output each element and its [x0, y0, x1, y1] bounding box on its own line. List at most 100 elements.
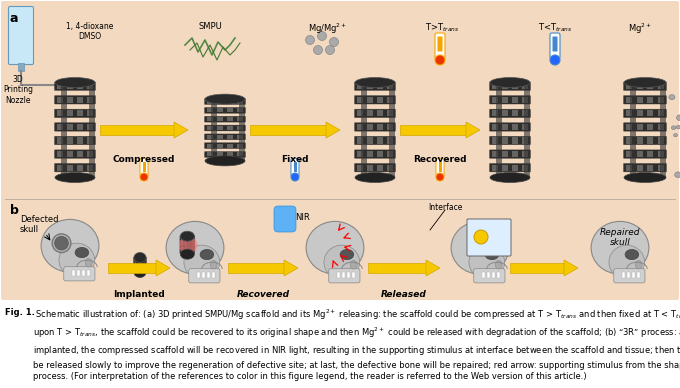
Ellipse shape [675, 172, 680, 178]
Ellipse shape [200, 249, 214, 260]
Bar [57, 165, 63, 171]
Bar [632, 272, 635, 277]
Bar [71, 270, 75, 275]
Text: Fig. 1.: Fig. 1. [5, 308, 35, 317]
Bar [512, 83, 518, 89]
Bar [377, 110, 383, 116]
Bar [512, 137, 518, 144]
Bar [647, 151, 653, 157]
Ellipse shape [205, 156, 245, 166]
Bar [192, 252, 194, 253]
Bar [522, 151, 528, 157]
FancyBboxPatch shape [180, 238, 195, 241]
Bar [137, 264, 139, 265]
Bar [512, 124, 518, 130]
Bar [87, 151, 93, 157]
Bar [87, 110, 93, 116]
Text: Interface: Interface [428, 203, 462, 212]
FancyBboxPatch shape [54, 109, 95, 118]
Bar [108, 263, 156, 273]
Bar [57, 124, 63, 130]
Bar [135, 262, 137, 263]
FancyBboxPatch shape [354, 136, 396, 145]
Bar [181, 252, 183, 253]
Bar [207, 272, 210, 277]
Bar [67, 137, 73, 144]
FancyBboxPatch shape [550, 33, 560, 59]
Bar [186, 236, 192, 254]
Ellipse shape [326, 45, 335, 54]
Ellipse shape [210, 260, 217, 269]
Ellipse shape [340, 249, 354, 260]
Bar [647, 165, 653, 171]
Bar [502, 83, 508, 89]
Bar [522, 97, 528, 103]
Ellipse shape [306, 222, 364, 274]
Ellipse shape [591, 222, 649, 274]
Text: T>T$_{trans}$: T>T$_{trans}$ [425, 22, 459, 35]
Bar [181, 249, 183, 250]
Ellipse shape [624, 173, 666, 182]
Polygon shape [174, 122, 188, 138]
Ellipse shape [671, 126, 676, 130]
Bar [137, 262, 139, 263]
Bar [188, 236, 194, 254]
FancyBboxPatch shape [436, 159, 444, 177]
Bar [367, 97, 373, 103]
Bar [492, 97, 498, 103]
Bar [512, 110, 518, 116]
Bar [626, 110, 632, 116]
Bar [626, 124, 632, 130]
Bar [141, 266, 142, 267]
Text: Released: Released [381, 290, 427, 299]
Ellipse shape [625, 249, 639, 260]
Ellipse shape [350, 260, 357, 269]
Text: 1, 4-dioxane
DMSO: 1, 4-dioxane DMSO [67, 22, 114, 42]
Bar [636, 83, 643, 89]
Bar [181, 236, 183, 237]
Text: Mg$^{2+}$: Mg$^{2+}$ [628, 22, 652, 36]
FancyBboxPatch shape [624, 136, 666, 145]
Bar [658, 151, 664, 157]
Bar [87, 83, 93, 89]
Bar [192, 247, 194, 248]
Bar [636, 124, 643, 130]
Text: Recovered: Recovered [237, 290, 290, 299]
Ellipse shape [166, 222, 224, 274]
Bar [502, 110, 508, 116]
FancyBboxPatch shape [54, 82, 95, 90]
Bar [492, 83, 498, 89]
FancyBboxPatch shape [205, 125, 245, 131]
Text: Compressed: Compressed [113, 155, 175, 164]
FancyBboxPatch shape [490, 95, 530, 104]
Bar [188, 247, 190, 248]
Text: SMPU: SMPU [198, 22, 222, 31]
Ellipse shape [180, 249, 194, 259]
Bar [67, 151, 73, 157]
Bar [184, 252, 186, 253]
Bar [77, 151, 83, 157]
FancyBboxPatch shape [205, 99, 245, 104]
Bar [192, 249, 194, 250]
Bar [357, 83, 363, 89]
Bar [347, 272, 350, 277]
Ellipse shape [134, 267, 146, 277]
Bar [135, 270, 137, 272]
Text: 3D
Printing
Nozzle: 3D Printing Nozzle [3, 75, 33, 105]
Bar [228, 263, 284, 273]
Bar [377, 165, 383, 171]
Bar [77, 165, 83, 171]
Bar [357, 97, 363, 103]
FancyBboxPatch shape [54, 136, 95, 145]
Bar [77, 137, 83, 144]
Bar [352, 272, 356, 277]
Bar [237, 126, 243, 130]
Ellipse shape [635, 260, 642, 269]
FancyBboxPatch shape [354, 123, 396, 131]
Bar [77, 270, 80, 275]
Bar [67, 83, 73, 89]
Bar [387, 110, 393, 116]
Bar [636, 97, 643, 103]
Bar [389, 83, 395, 177]
FancyBboxPatch shape [205, 134, 245, 140]
